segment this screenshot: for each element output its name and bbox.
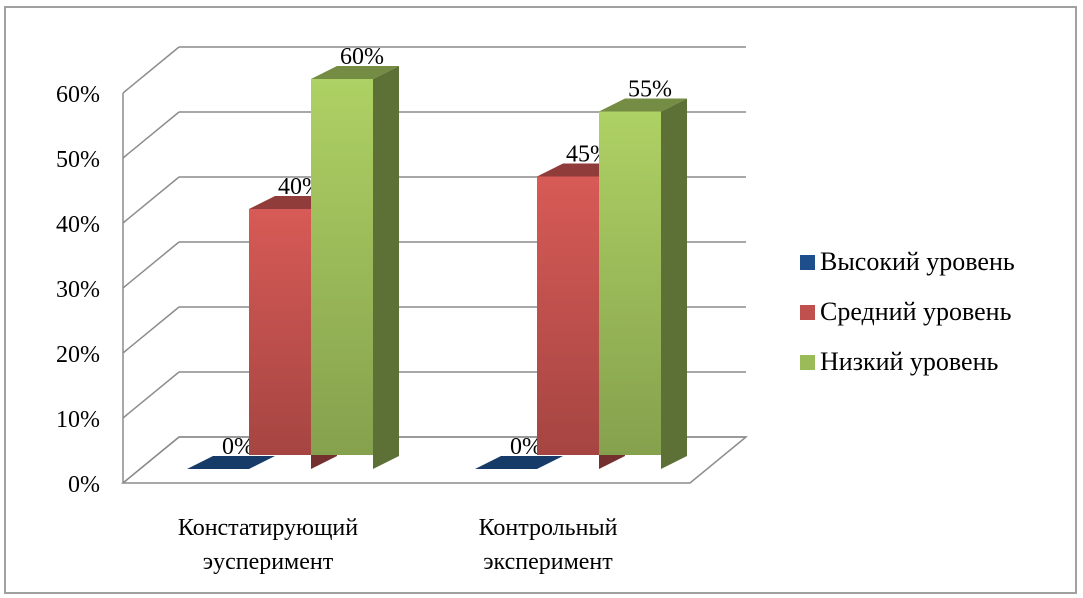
y-tick-label: 20% (56, 342, 100, 368)
data-label: 0% (510, 434, 542, 460)
gridline-side (122, 111, 180, 159)
y-tick-label: 60% (56, 82, 100, 108)
gridline-side (122, 241, 180, 289)
gridline-side (122, 306, 180, 354)
y-tick-label: 30% (56, 277, 100, 303)
y-tick-label: 0% (68, 472, 100, 498)
data-label: 55% (628, 77, 672, 103)
gridline-side (122, 436, 180, 484)
legend-swatch-high (800, 255, 815, 270)
bar-top (599, 98, 687, 112)
x-category-label: Контрольный (479, 515, 618, 541)
bar-side (373, 66, 399, 469)
bar (599, 111, 661, 456)
x-category-label: Констатирующий (178, 515, 358, 541)
gridline-side (122, 46, 180, 94)
data-label: 60% (340, 44, 384, 70)
bar-top (475, 456, 563, 469)
bar-top (187, 456, 275, 469)
legend-label-low: Низкий уровень (820, 347, 999, 376)
y-tick-label: 10% (56, 407, 100, 433)
bar-side (661, 98, 687, 469)
gridline-side (122, 371, 180, 419)
x-category-label: эксперимент (483, 549, 613, 575)
legend-swatch-medium (800, 305, 815, 320)
y-tick-label: 50% (56, 147, 100, 173)
legend-label-high: Высокий уровень (820, 247, 1015, 276)
legend-label-medium: Средний уровень (820, 297, 1012, 326)
x-category-label: эусперимент (203, 549, 334, 575)
legend-swatch-low (800, 355, 815, 370)
bar (249, 209, 311, 456)
bar (537, 176, 599, 456)
y-tick-label: 40% (56, 212, 100, 238)
bar (311, 79, 373, 456)
data-label: 0% (222, 434, 254, 460)
bar-top (311, 66, 399, 79)
gridline-side (122, 176, 180, 224)
